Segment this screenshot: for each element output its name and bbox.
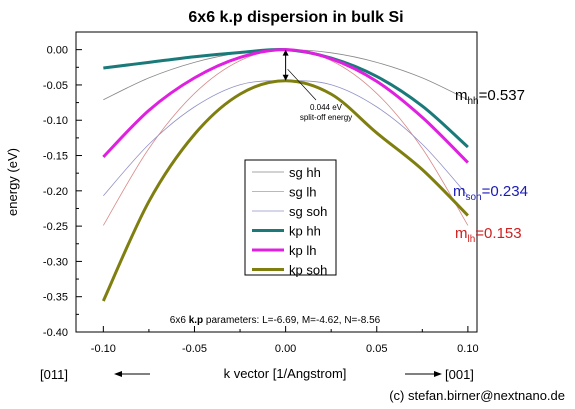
curves-layer: [101, 47, 469, 302]
mass-soh-label: msoh=0.234: [453, 183, 528, 203]
y-tick-label: -0.20: [43, 186, 68, 198]
y-axis-label: energy (eV): [5, 148, 20, 216]
arrow-down-icon: [282, 74, 289, 81]
parameters-pre: 6x6: [170, 315, 189, 326]
parameters-note: 6x6 k.p parameters: L=-6.69, M=-4.62, N=…: [170, 315, 381, 326]
x-tick-label: 0.00: [275, 343, 296, 355]
legend-label: sg lh: [289, 185, 316, 200]
parameters-post: parameters: L=-6.69, M=-4.62, N=-8.56: [203, 315, 380, 326]
x-axis-label: k vector [1/Angstrom]: [224, 366, 347, 381]
arrow-up-icon: [282, 49, 289, 56]
y-tick-label: -0.40: [43, 327, 68, 339]
legend-label: kp soh: [289, 263, 327, 278]
credit-text: (c) stefan.birner@nextnano.de: [389, 388, 565, 403]
legend-label: sg soh: [289, 204, 327, 219]
y-tick-label: -0.25: [43, 221, 68, 233]
split-off-value: 0.044 eV: [310, 103, 343, 112]
y-tick-label: -0.15: [43, 151, 68, 163]
legend: sg hh sg lh sg soh kp hh kp lh kp soh: [244, 159, 337, 278]
y-tick-label: -0.35: [43, 292, 68, 304]
split-off-caption: split-off energy: [300, 113, 352, 122]
legend-label: kp hh: [289, 224, 321, 239]
y-tick-label: -0.10: [43, 115, 68, 127]
y-tick-label: -0.30: [43, 256, 68, 268]
mass-lh-label: mlh=0.153: [455, 225, 522, 245]
mass-hh-label: mhh=0.537: [455, 87, 525, 107]
parameters-kp: k.p: [189, 315, 203, 326]
x-tick-label: 0.10: [457, 343, 478, 355]
x-tick-label: 0.05: [366, 343, 387, 355]
arrow-right-icon: [434, 371, 442, 377]
legend-box: [244, 159, 337, 276]
chart-title: 6x6 k.p dispersion in bulk Si: [188, 9, 403, 26]
split-off-pointer: [287, 68, 317, 101]
plot-frame: [75, 31, 478, 333]
legend-label: sg hh: [289, 165, 321, 180]
x-tick-label: -0.10: [91, 343, 116, 355]
axis-ticks: -0.10 -0.05 0.00 0.05 0.10 0.00 -0.05 -0.10 -0.1…: [43, 45, 479, 355]
series-kp-lh: [102, 48, 469, 164]
arrow-left-icon: [114, 371, 122, 377]
direction-right-label: [001]: [445, 367, 474, 382]
direction-left-label: [011]: [40, 367, 68, 382]
y-tick-label: -0.05: [43, 80, 68, 92]
y-tick-label: 0.00: [47, 45, 68, 57]
series-kp-soh: [101, 79, 469, 302]
legend-label: kp lh: [289, 243, 316, 258]
x-tick-label: -0.05: [182, 343, 207, 355]
